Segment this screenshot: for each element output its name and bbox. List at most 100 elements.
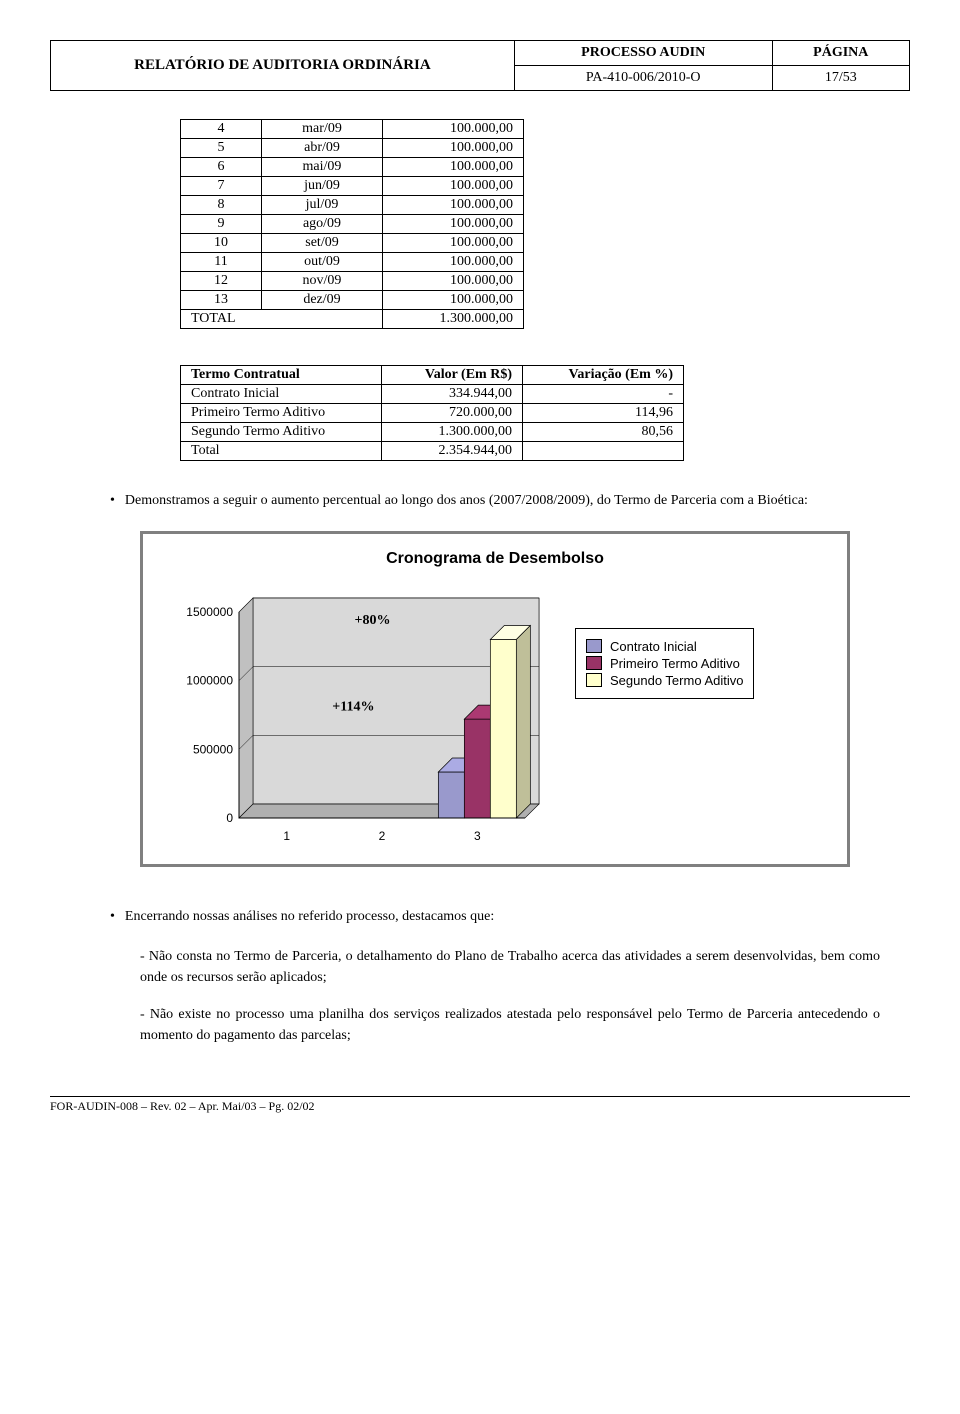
t1-total-value: 1.300.000,00: [383, 310, 524, 329]
t2-cell: Primeiro Termo Aditivo: [181, 404, 382, 423]
table-row: TOTAL1.300.000,00: [181, 310, 524, 329]
table-row: 13dez/09100.000,00: [181, 291, 524, 310]
svg-text:0: 0: [226, 811, 233, 825]
t1-cell: out/09: [262, 253, 383, 272]
bullet-2-text: Encerrando nossas análises no referido p…: [125, 907, 494, 927]
chart-svg: 0 500000 1000000 1500000 1 2 3 +80% +114%: [159, 588, 559, 848]
t2-cell: -: [523, 385, 684, 404]
t1-cell: 7: [181, 177, 262, 196]
legend-label-1: Contrato Inicial: [610, 639, 697, 654]
table-row: 11out/09100.000,00: [181, 253, 524, 272]
t1-cell: 100.000,00: [383, 272, 524, 291]
legend-row-3: Segundo Termo Aditivo: [586, 673, 743, 688]
chart-container: Cronograma de Desembolso 0 500000 1000000 1…: [140, 531, 850, 867]
t2-cell: Segundo Termo Aditivo: [181, 423, 382, 442]
bullet-icon: •: [110, 491, 115, 511]
svg-text:1500000: 1500000: [186, 605, 233, 619]
t2-h2: Valor (Em R$): [382, 366, 523, 385]
t1-cell: 100.000,00: [383, 177, 524, 196]
svg-text:3: 3: [474, 829, 481, 843]
legend-row-1: Contrato Inicial: [586, 639, 743, 654]
t1-cell: mar/09: [262, 120, 383, 139]
t1-cell: 8: [181, 196, 262, 215]
t1-cell: 12: [181, 272, 262, 291]
proc-value: PA-410-006/2010-O: [514, 66, 772, 91]
t2-cell: 334.944,00: [382, 385, 523, 404]
t1-cell: 9: [181, 215, 262, 234]
t1-cell: jun/09: [262, 177, 383, 196]
t1-cell: 100.000,00: [383, 120, 524, 139]
t1-cell: 13: [181, 291, 262, 310]
t2-cell: [523, 442, 684, 461]
svg-text:+114%: +114%: [332, 699, 374, 714]
table-row: 9ago/09100.000,00: [181, 215, 524, 234]
doc-title: RELATÓRIO DE AUDITORIA ORDINÁRIA: [51, 41, 515, 91]
bullet-2: • Encerrando nossas análises no referido…: [110, 907, 880, 927]
t2-h1: Termo Contratual: [181, 366, 382, 385]
t2-cell: 1.300.000,00: [382, 423, 523, 442]
legend-label-2: Primeiro Termo Aditivo: [610, 656, 740, 671]
footer: FOR-AUDIN-008 – Rev. 02 – Apr. Mai/03 – …: [50, 1096, 910, 1114]
svg-text:2: 2: [379, 829, 386, 843]
t1-cell: 100.000,00: [383, 253, 524, 272]
svg-text:500000: 500000: [193, 742, 233, 756]
t2-cell: 114,96: [523, 404, 684, 423]
legend-label-3: Segundo Termo Aditivo: [610, 673, 743, 688]
page-label: PÁGINA: [772, 41, 909, 66]
t1-cell: 100.000,00: [383, 158, 524, 177]
table-row: 4mar/09100.000,00: [181, 120, 524, 139]
t1-cell: abr/09: [262, 139, 383, 158]
t1-cell: 100.000,00: [383, 291, 524, 310]
table-row: Primeiro Termo Aditivo720.000,00114,96: [181, 404, 684, 423]
t1-total-label: TOTAL: [181, 310, 383, 329]
table-row: Segundo Termo Aditivo1.300.000,0080,56: [181, 423, 684, 442]
bullet-icon: •: [110, 907, 115, 927]
table-row: 10set/09100.000,00: [181, 234, 524, 253]
svg-text:1: 1: [283, 829, 290, 843]
t2-cell: Total: [181, 442, 382, 461]
legend-swatch-2: [586, 656, 602, 670]
t1-cell: mai/09: [262, 158, 383, 177]
t1-cell: 100.000,00: [383, 234, 524, 253]
svg-text:1000000: 1000000: [186, 673, 233, 687]
sub-para-2: - Não existe no processo uma planilha do…: [140, 1004, 880, 1046]
chart-title: Cronograma de Desembolso: [159, 550, 831, 568]
monthly-table: 4mar/09100.000,005abr/09100.000,006mai/0…: [180, 119, 524, 329]
legend-swatch-1: [586, 639, 602, 653]
t1-cell: dez/09: [262, 291, 383, 310]
table-row: Contrato Inicial334.944,00-: [181, 385, 684, 404]
t1-cell: 11: [181, 253, 262, 272]
legend-row-2: Primeiro Termo Aditivo: [586, 656, 743, 671]
t1-cell: 6: [181, 158, 262, 177]
sub-para-1: - Não consta no Termo de Parceria, o det…: [140, 946, 880, 988]
table-row: 8jul/09100.000,00: [181, 196, 524, 215]
legend-swatch-3: [586, 673, 602, 687]
t1-cell: set/09: [262, 234, 383, 253]
table-row: 7jun/09100.000,00: [181, 177, 524, 196]
t1-cell: 4: [181, 120, 262, 139]
page-value: 17/53: [772, 66, 909, 91]
t2-cell: 2.354.944,00: [382, 442, 523, 461]
t2-cell: 720.000,00: [382, 404, 523, 423]
t1-cell: ago/09: [262, 215, 383, 234]
t2-h3: Variação (Em %): [523, 366, 684, 385]
t1-cell: jul/09: [262, 196, 383, 215]
proc-label: PROCESSO AUDIN: [514, 41, 772, 66]
t2-cell: Contrato Inicial: [181, 385, 382, 404]
chart-plot: 0 500000 1000000 1500000 1 2 3 +80% +114%: [159, 588, 559, 848]
t1-cell: 5: [181, 139, 262, 158]
bullet-1: • Demonstramos a seguir o aumento percen…: [110, 491, 880, 511]
t1-cell: 100.000,00: [383, 196, 524, 215]
bullet-1-text: Demonstramos a seguir o aumento percentu…: [125, 491, 808, 511]
svg-text:+80%: +80%: [354, 613, 390, 628]
header-table: RELATÓRIO DE AUDITORIA ORDINÁRIA PROCESS…: [50, 40, 910, 91]
table-row: 12nov/09100.000,00: [181, 272, 524, 291]
t1-cell: nov/09: [262, 272, 383, 291]
t1-cell: 100.000,00: [383, 139, 524, 158]
chart-legend: Contrato Inicial Primeiro Termo Aditivo …: [575, 628, 754, 699]
t2-cell: 80,56: [523, 423, 684, 442]
contract-table: Termo Contratual Valor (Em R$) Variação …: [180, 365, 684, 461]
t1-cell: 10: [181, 234, 262, 253]
table-row: Total2.354.944,00: [181, 442, 684, 461]
table-row: 5abr/09100.000,00: [181, 139, 524, 158]
